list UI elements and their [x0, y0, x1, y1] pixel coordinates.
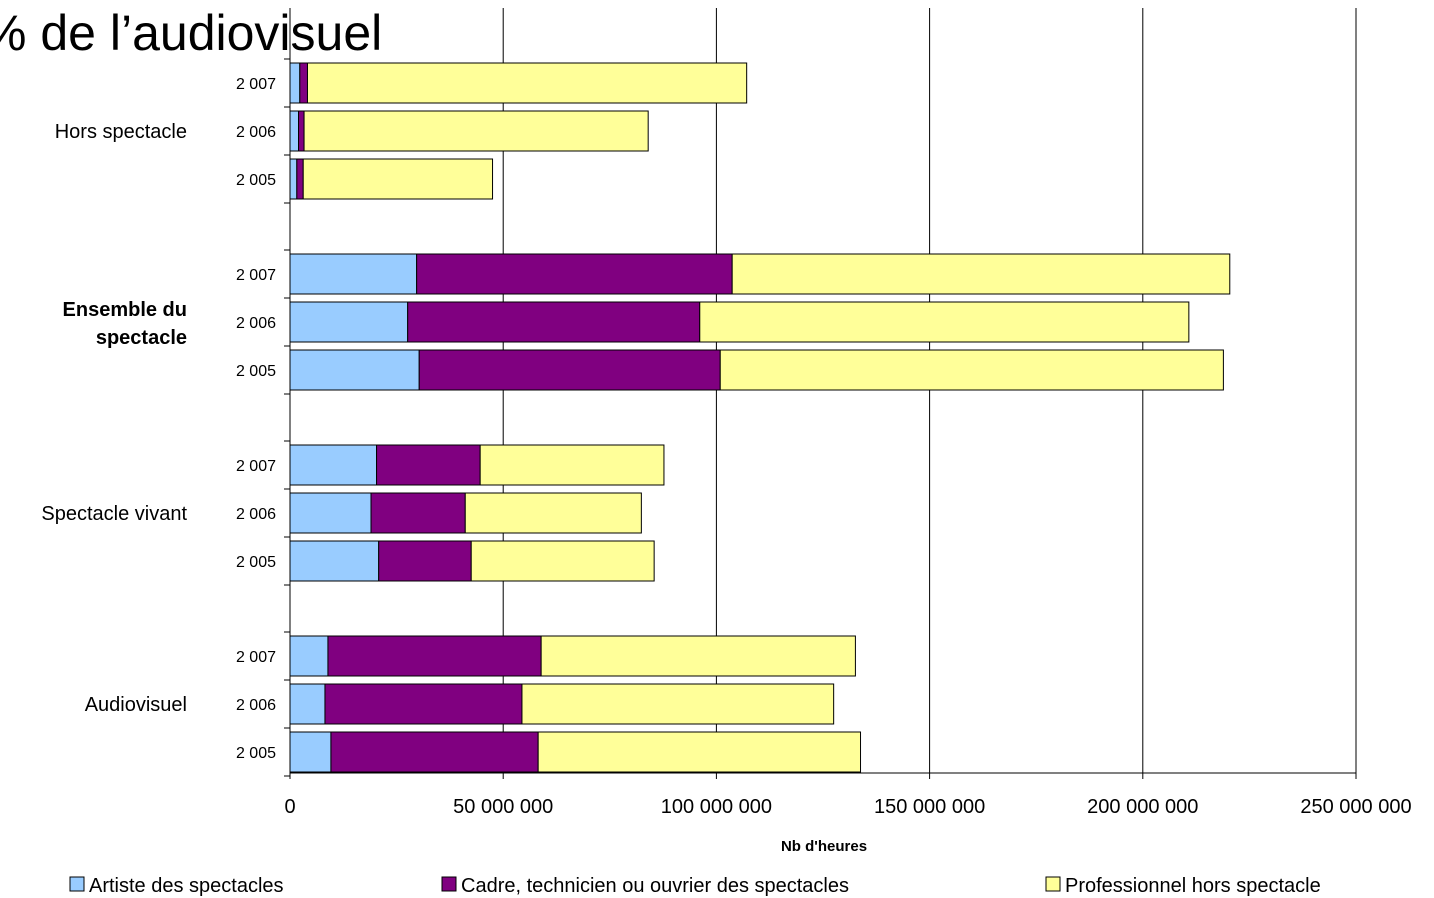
bar-segment: [289, 349, 420, 391]
bar-segment: [306, 62, 748, 104]
bar-segment: [298, 110, 305, 152]
group-label: Hors spectacle: [55, 121, 187, 143]
bar-segment: [327, 635, 542, 677]
bar-segment: [289, 110, 300, 152]
group-label: Audiovisuel: [85, 694, 187, 716]
bar-segment: [289, 253, 418, 295]
x-tick-label: 150 000 000: [874, 796, 985, 818]
bar-segment: [299, 62, 308, 104]
group-label: Spectacle vivant: [41, 503, 187, 525]
y-labels: 2 007 2 006 2 005 Hors spectacle 2 007 2 006 2…: [41, 76, 276, 762]
bar-segment: [376, 444, 481, 486]
bars-layer: [289, 62, 1231, 773]
bar-segment: [540, 635, 856, 677]
bar-segment: [479, 444, 665, 486]
axes-layer: [284, 8, 1357, 779]
bar-segment: [378, 540, 472, 582]
year-label: 2 007: [236, 267, 276, 284]
year-label: 2 006: [236, 506, 276, 523]
bar-segment: [464, 492, 642, 534]
bar-segment: [289, 683, 326, 725]
bar-segment: [289, 301, 409, 343]
legend-label: Cadre, technicien ou ouvrier des spectac…: [461, 875, 849, 897]
bar-segment: [289, 731, 332, 773]
year-label: 2 006: [236, 697, 276, 714]
year-label: 2 005: [236, 363, 276, 380]
bar-segment: [289, 444, 378, 486]
bar-segment: [699, 301, 1190, 343]
year-label: 2 005: [236, 745, 276, 762]
bar-segment: [470, 540, 655, 582]
bar-segment: [407, 301, 701, 343]
x-tick-label: 200 000 000: [1087, 796, 1198, 818]
x-tick-labels: 0 50 000 000 100 000 000 150 000 000 200 000…: [284, 796, 1411, 818]
year-label: 2 005: [236, 554, 276, 571]
group-label: Ensemble du spectacle: [63, 299, 187, 349]
bar-segment: [289, 492, 372, 534]
bar-segment: [416, 253, 733, 295]
year-label: 2 005: [236, 172, 276, 189]
bar-segment: [289, 540, 380, 582]
x-tick-label: 250 000 000: [1300, 796, 1411, 818]
year-label: 2 007: [236, 649, 276, 666]
bar-segment: [296, 158, 304, 200]
bar-segment: [330, 731, 539, 773]
legend: Artiste des spectacles Cadre, technicien …: [69, 875, 1321, 897]
x-tick-label: 50 000 000: [453, 796, 553, 818]
bar-segment: [719, 349, 1224, 391]
legend-label: Artiste des spectacles: [89, 875, 284, 897]
year-label: 2 006: [236, 124, 276, 141]
bar-segment: [289, 62, 301, 104]
x-tick-label: 100 000 000: [661, 796, 772, 818]
bar-segment: [370, 492, 466, 534]
year-label: 2 007: [236, 76, 276, 93]
bar-segment: [302, 158, 494, 200]
year-label: 2 007: [236, 458, 276, 475]
bar-segment: [303, 110, 649, 152]
bar-segment: [289, 158, 298, 200]
bar-segment: [537, 731, 862, 773]
legend-swatch: [1045, 876, 1061, 892]
x-tick-label: 0: [284, 796, 295, 818]
bar-segment: [324, 683, 523, 725]
legend-swatch: [69, 876, 85, 892]
bar-segment: [731, 253, 1231, 295]
year-label: 2 006: [236, 315, 276, 332]
bar-segment: [521, 683, 835, 725]
x-axis-label: Nb d'heures: [781, 838, 867, 855]
legend-swatch: [441, 876, 457, 892]
chart-title: % de l’audiovisuel: [0, 5, 382, 61]
bar-segment: [418, 349, 721, 391]
bar-segment: [289, 635, 329, 677]
legend-label: Professionnel hors spectacle: [1065, 875, 1321, 897]
